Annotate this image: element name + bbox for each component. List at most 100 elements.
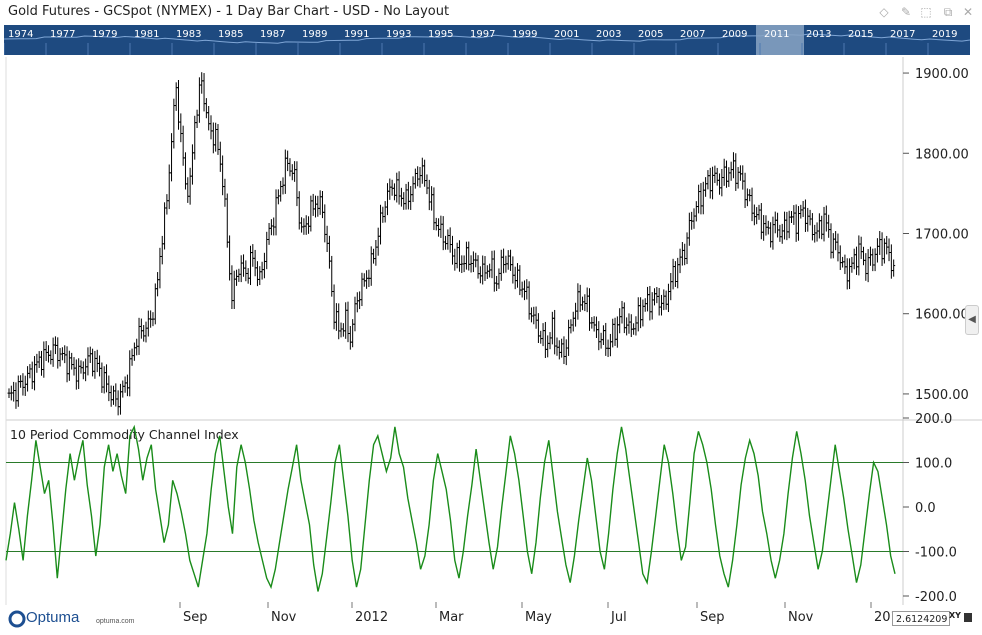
timeline-navigator[interactable]: 1974 1977 1979 1981 1983 1985 1987 1989 1991 1993…	[4, 25, 970, 55]
ohlc-bar	[374, 239, 378, 266]
price-axis-label: 1800.00	[915, 147, 969, 162]
ohlc-bar	[237, 268, 241, 282]
maximize-icon[interactable]: ⧉	[943, 5, 953, 19]
ohlc-bar	[701, 181, 705, 215]
ohlc-bar	[128, 350, 132, 397]
ohlc-bar	[290, 164, 294, 181]
ohlc-bar	[801, 200, 805, 218]
ohlc-bar	[156, 272, 160, 297]
ohlc-bar	[745, 188, 749, 207]
ohlc-bar	[741, 165, 745, 190]
ohlc-bar	[430, 186, 434, 211]
ohlc-bar	[225, 193, 229, 248]
ohlc-bar	[571, 311, 575, 332]
ohlc-bar	[752, 204, 756, 226]
x-axis-label: Nov	[271, 610, 297, 625]
diamond-icon[interactable]: ◇	[879, 5, 889, 19]
ohlc-bar	[232, 270, 236, 309]
ohlc-bar	[892, 259, 896, 277]
ohlc-bar	[416, 166, 420, 187]
pin-icon[interactable]: ✎	[900, 5, 912, 19]
ohlc-bar	[861, 246, 865, 266]
ohlc-bar	[539, 330, 543, 344]
ohlc-bar	[653, 288, 657, 306]
ohlc-bar	[613, 317, 617, 346]
ohlc-bar	[116, 390, 120, 416]
ohlc-bar	[574, 302, 578, 327]
ohlc-bar	[543, 321, 547, 359]
ohlc-bar	[453, 248, 457, 271]
collapse-panel-button[interactable]: ◀	[965, 305, 979, 335]
ohlc-bar	[118, 383, 122, 415]
ohlc-bar	[706, 170, 710, 190]
ohlc-bar	[121, 380, 125, 398]
ohlc-bar	[102, 366, 106, 394]
ohlc-bar	[411, 176, 415, 203]
ohlc-bar	[130, 348, 134, 366]
ohlc-bar	[718, 173, 722, 195]
ohlc-bar	[648, 285, 652, 321]
ohlc-bar	[627, 313, 631, 334]
ohlc-bar	[346, 301, 350, 343]
timeline-year-label: 2013	[806, 29, 831, 40]
ohlc-bar	[678, 248, 682, 274]
timeline-year-label: 2007	[680, 29, 705, 40]
ohlc-bar	[283, 149, 287, 194]
ohlc-bar	[522, 280, 526, 301]
ohlc-bar	[348, 325, 352, 350]
ohlc-bar	[327, 235, 331, 269]
x-axis-label: Nov	[788, 610, 814, 625]
close-icon[interactable]: ✕	[962, 5, 974, 19]
ohlc-bar	[23, 375, 27, 396]
ohlc-bar	[202, 73, 206, 112]
ohlc-bar	[397, 171, 401, 205]
timeline-price-curve	[4, 33, 970, 44]
ohlc-bar	[392, 183, 396, 201]
ohlc-bar	[139, 318, 143, 339]
timeline-year-label: 1974	[8, 29, 33, 40]
ohlc-bar	[165, 194, 169, 215]
ohlc-bar	[873, 248, 877, 272]
lock-icon[interactable]	[964, 613, 972, 622]
ohlc-bar	[569, 319, 573, 334]
restore-icon[interactable]: ⬚	[920, 5, 932, 19]
ohlc-bar	[244, 260, 248, 282]
ohlc-bar	[42, 341, 46, 378]
ohlc-bar	[764, 215, 768, 236]
xy-button[interactable]: XY	[949, 611, 961, 620]
ohlc-bar	[771, 216, 775, 250]
ohlc-bar	[509, 249, 513, 271]
ohlc-bar	[330, 255, 334, 297]
scale-readout[interactable]: 2.6124209	[892, 611, 950, 626]
ohlc-bar	[727, 167, 731, 187]
ohlc-bar	[557, 340, 561, 360]
ohlc-bar	[37, 351, 41, 369]
ohlc-bar	[174, 82, 178, 111]
ohlc-bar	[813, 224, 817, 243]
ohlc-bar	[420, 157, 424, 184]
ohlc-bar	[478, 266, 482, 284]
ohlc-bar	[548, 332, 552, 350]
ohlc-bar	[882, 238, 886, 264]
ohlc-bar	[323, 204, 327, 243]
ohlc-bar	[209, 115, 213, 140]
ohlc-bar	[351, 319, 355, 348]
ohlc-bar	[497, 268, 501, 289]
ohlc-bar	[783, 211, 787, 240]
ohlc-bar	[441, 216, 445, 251]
logo-subtext: optuma.com	[96, 618, 135, 625]
ohlc-bar	[188, 167, 192, 205]
ohlc-bar	[172, 98, 176, 149]
ohlc-bar	[664, 290, 668, 310]
logo-text: Optuma	[26, 609, 80, 626]
ohlc-bar	[358, 291, 362, 310]
ohlc-bar	[794, 204, 798, 242]
ohlc-bar	[33, 356, 37, 391]
ohlc-bar	[629, 314, 633, 338]
ohlc-bar	[827, 214, 831, 238]
ohlc-bar	[399, 187, 403, 207]
timeline-svg[interactable]: 1974 1977 1979 1981 1983 1985 1987 1989 1991 1993…	[4, 25, 970, 55]
ohlc-bar	[267, 222, 271, 245]
ohlc-bar	[843, 254, 847, 275]
